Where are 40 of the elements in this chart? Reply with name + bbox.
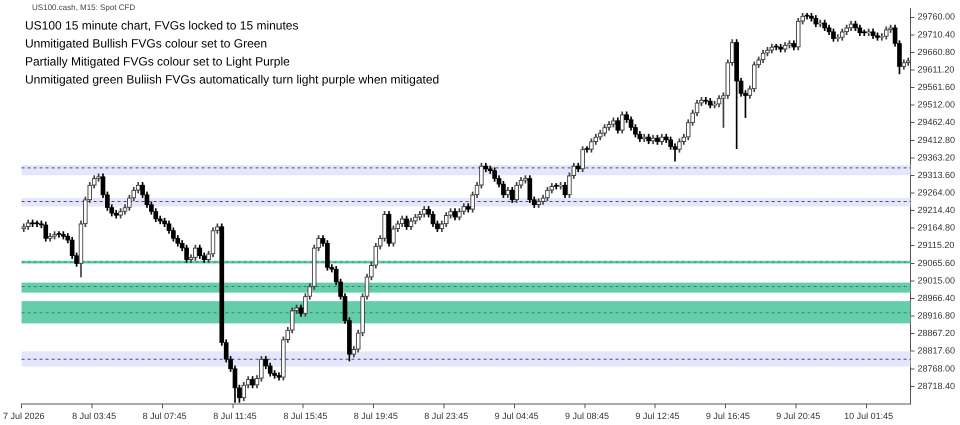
x-tick-label: 9 Jul 20:45	[776, 411, 820, 422]
annotation: Unmitigated green Buliish FVGs automatically turn light purple when mitigated	[25, 72, 440, 86]
x-tick-label: 9 Jul 04:45	[494, 411, 539, 422]
y-tick-label: 29660.80	[917, 46, 956, 57]
y-tick-label: 29164.80	[917, 222, 956, 233]
y-tick-label: 29115.20	[917, 240, 954, 250]
x-tick-label: 8 Jul 03:45	[72, 411, 116, 422]
x-tick-label: 8 Jul 15:45	[283, 411, 328, 422]
chart-title: US100.cash, M15: Spot CFD	[32, 3, 136, 12]
y-tick-label: 29363.20	[917, 152, 956, 162]
x-tick-label: 9 Jul 12:45	[635, 411, 680, 422]
x-tick-label: 7 Jul 2026	[2, 411, 45, 422]
y-tick-label: 29561.60	[917, 82, 956, 92]
y-tick-label: 29214.40	[917, 205, 956, 216]
y-tick-label: 29710.40	[917, 29, 956, 40]
x-tick-label: 9 Jul 16:45	[706, 411, 750, 422]
annotation: Unmitigated Bullish FVGs colour set to Green	[25, 36, 268, 50]
y-tick-label: 28768.00	[917, 363, 956, 374]
y-tick-label: 29412.80	[917, 134, 956, 145]
y-tick-label: 28867.20	[917, 328, 956, 338]
x-tick-label: 8 Jul 19:45	[354, 411, 398, 422]
y-tick-label: 29015.00	[917, 276, 956, 286]
y-tick-label: 29760.00	[917, 12, 956, 22]
y-tick-label: 29611.20	[917, 64, 954, 74]
x-tick-label: 10 Jul 01:45	[844, 411, 894, 422]
y-tick-label: 28916.80	[917, 310, 956, 321]
y-tick-label: 29264.00	[917, 187, 956, 198]
y-tick-label: 29462.40	[917, 117, 956, 128]
x-tick-label: 9 Jul 08:45	[565, 411, 610, 422]
annotation: US100 15 minute chart, FVGs locked to 15 minutes	[25, 18, 298, 32]
y-tick-label: 29313.60	[917, 170, 956, 180]
x-tick-label: 8 Jul 07:45	[142, 411, 187, 422]
y-tick-label: 28966.40	[917, 292, 956, 303]
x-tick-label: 8 Jul 11:45	[213, 411, 257, 422]
x-tick-label: 8 Jul 23:45	[424, 411, 468, 422]
y-tick-label: 29065.60	[917, 258, 956, 268]
annotation: Partially Mitigated FVGs colour set to Light Purple	[25, 54, 290, 68]
y-tick-label: 29512.00	[917, 100, 956, 110]
y-tick-label: 28817.60	[917, 346, 956, 356]
y-tick-label: 28718.40	[917, 380, 956, 391]
